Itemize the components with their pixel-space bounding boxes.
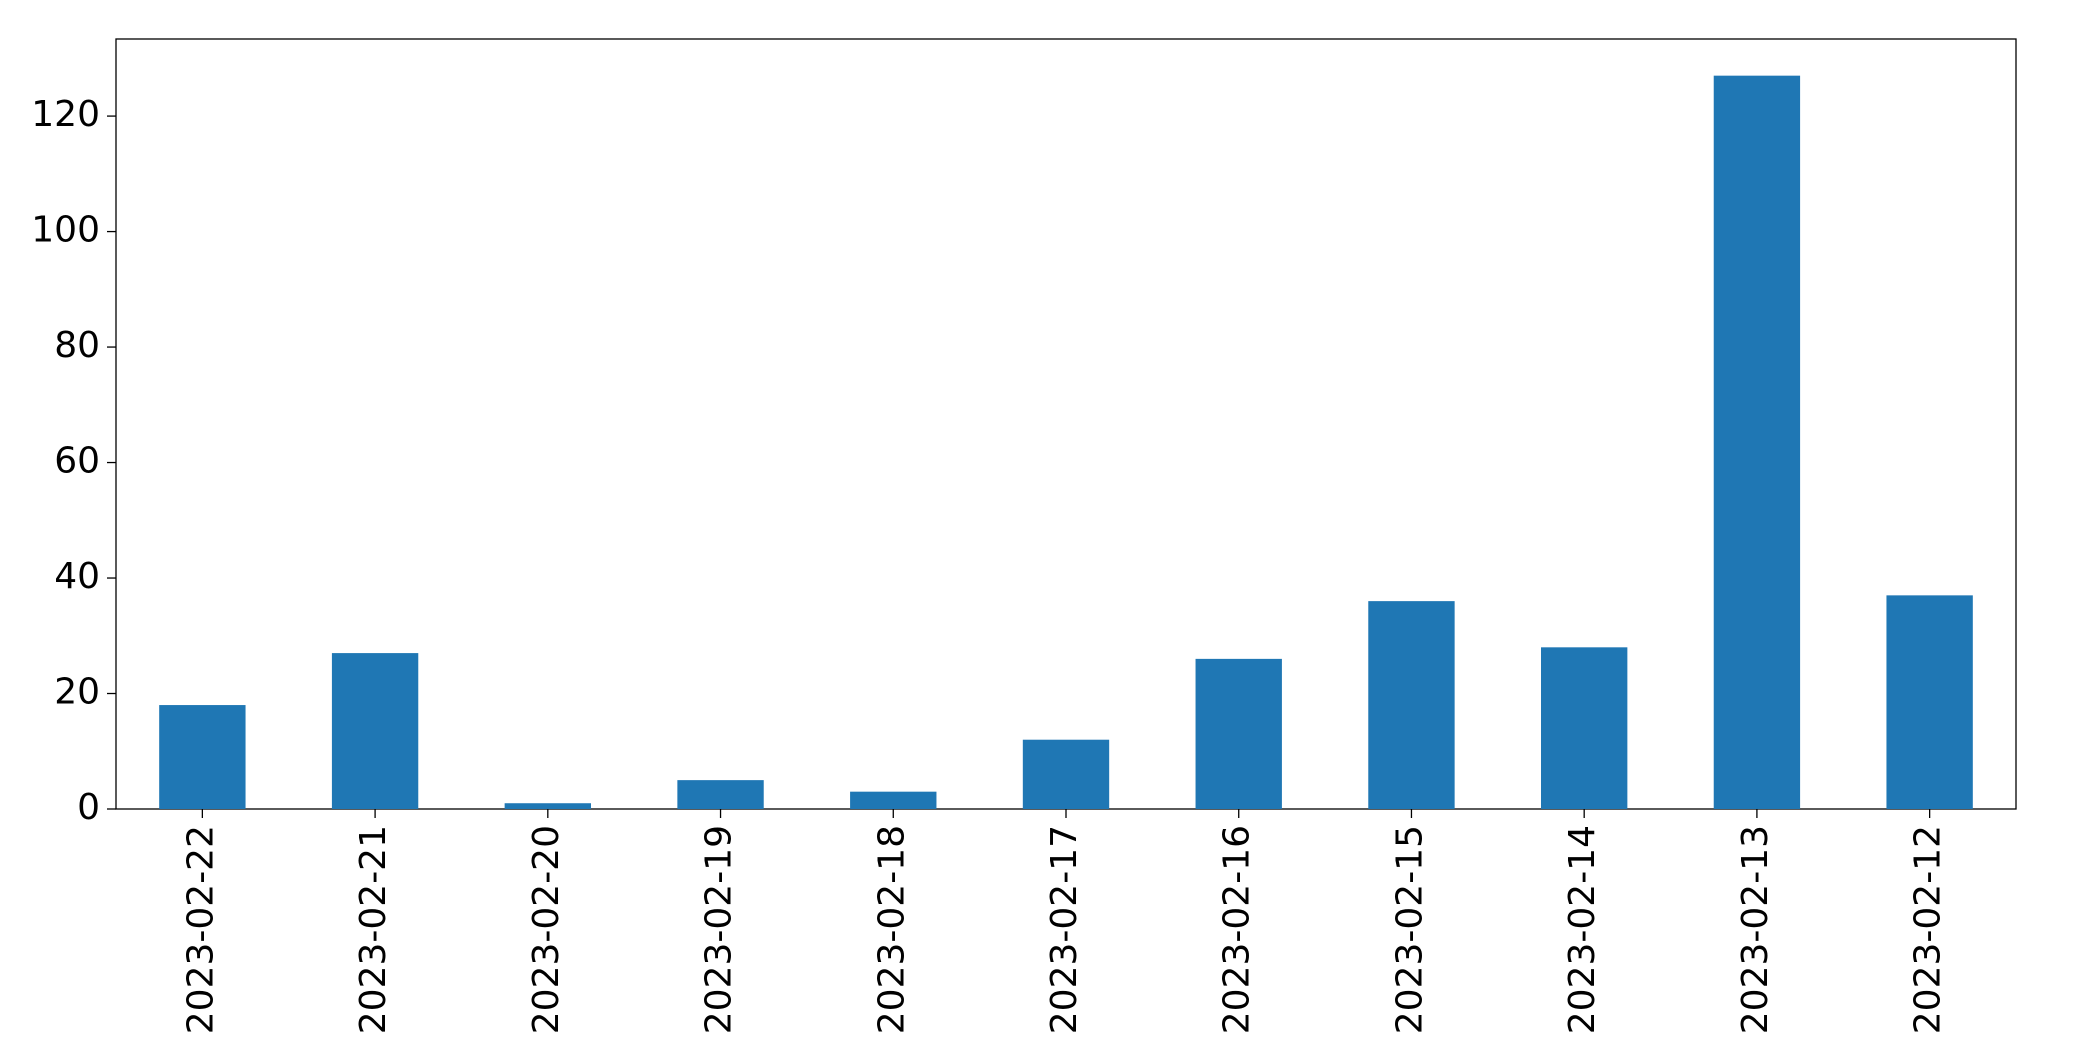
x-tick-label: 2023-02-15: [1389, 825, 1430, 1034]
bar: [1195, 658, 1282, 809]
y-tick-label: 100: [31, 210, 100, 251]
bar: [1022, 739, 1110, 809]
bar: [1886, 595, 1973, 809]
x-tick-label: 2023-02-17: [1044, 825, 1085, 1034]
y-tick-label: 0: [77, 787, 100, 828]
x-tick-label: 2023-02-19: [699, 825, 740, 1034]
y-tick-label: 80: [54, 325, 100, 366]
x-tick-label: 2023-02-13: [1735, 825, 1776, 1034]
x-tick-label: 2023-02-22: [180, 825, 221, 1034]
x-tick-label: 2023-02-12: [1908, 825, 1949, 1034]
y-tick-label: 20: [54, 672, 100, 713]
x-tick-label: 2023-02-14: [1562, 825, 1603, 1034]
bar: [677, 780, 764, 809]
bar: [1713, 75, 1801, 809]
bar: [1368, 601, 1455, 809]
x-tick-label: 2023-02-20: [526, 825, 567, 1034]
bar: [504, 803, 591, 809]
bar: [850, 791, 937, 809]
y-tick-label: 40: [54, 556, 100, 597]
y-tick-label: 120: [31, 94, 100, 135]
bar: [159, 705, 246, 809]
x-tick-label: 2023-02-18: [871, 825, 912, 1034]
x-tick-label: 2023-02-21: [353, 825, 394, 1034]
bar: [1541, 647, 1628, 809]
bar: [331, 653, 419, 809]
y-tick-label: 60: [54, 441, 100, 482]
x-tick-label: 2023-02-16: [1217, 825, 1258, 1034]
